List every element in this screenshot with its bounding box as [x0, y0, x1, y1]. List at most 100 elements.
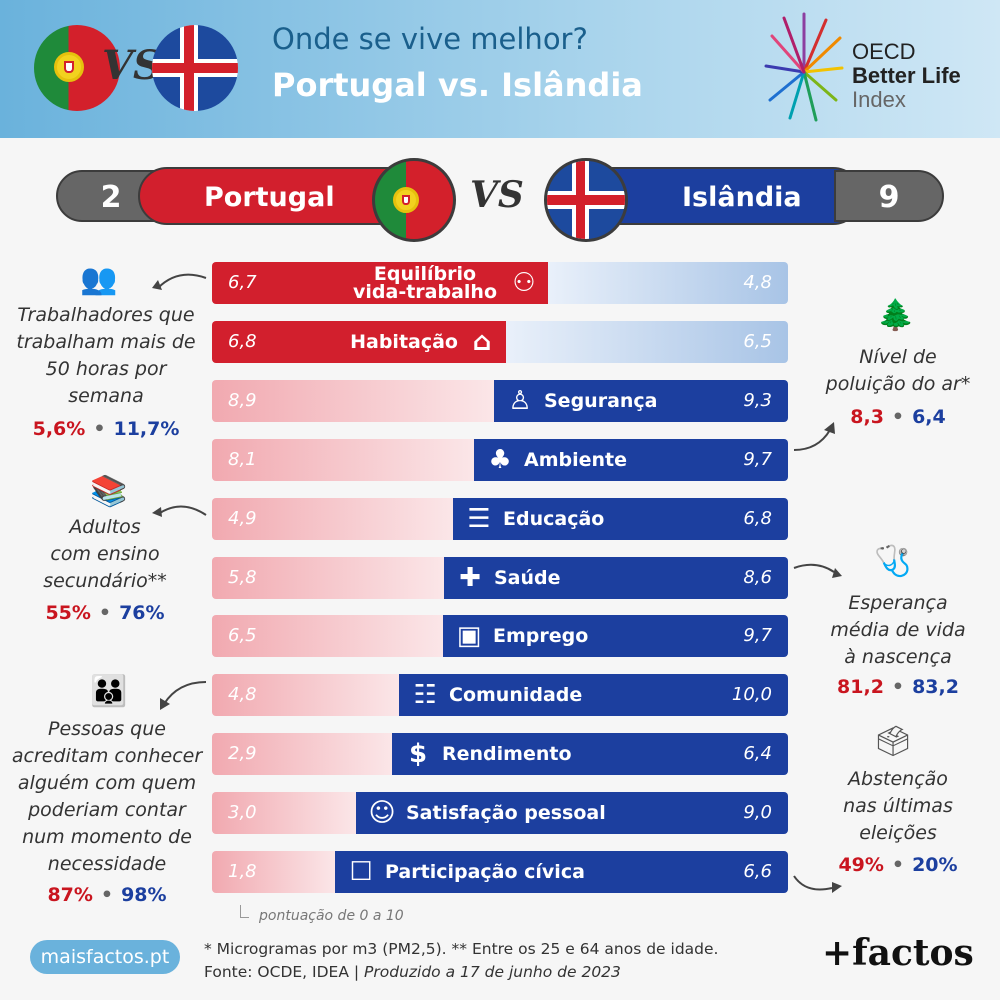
life-expectancy-note-text: Esperança média de vida à nascença: [830, 592, 966, 668]
category-text: Satisfação pessoal: [406, 802, 606, 824]
category-text: Saúde: [494, 567, 561, 589]
bar-row: 2,9 6,4 $ Rendimento: [212, 733, 788, 775]
work-meeting-icon: 👥: [80, 262, 118, 297]
bar-iceland: [506, 321, 788, 363]
arrow-from-civic: [793, 875, 842, 893]
bar-portugal: [212, 321, 506, 363]
iceland-flag-icon: [544, 158, 628, 242]
community-note-text: Pessoas que acreditam conhecer alguém com …: [11, 718, 203, 875]
brand-logo: +factos: [822, 932, 974, 974]
life-expectancy-note-values: 81,2 • 83,2: [837, 676, 959, 698]
value-label-iceland: 10,0: [731, 684, 772, 705]
value-label-iceland: 6,6: [743, 861, 772, 882]
value-label-portugal: 6,5: [228, 625, 257, 646]
category-label: Equilíbrio vida-trabalho ⚇: [350, 262, 540, 304]
bar-portugal: [212, 262, 548, 304]
category-label: ☰ Educação: [463, 498, 604, 540]
category-label: ☺ Satisfação pessoal: [366, 792, 606, 834]
page-title: Portugal vs. Islândia: [272, 66, 643, 104]
value-label-iceland: 4,8: [743, 272, 772, 293]
value-label-portugal: 4,8: [228, 684, 257, 705]
bar-iceland: [356, 792, 788, 834]
bar-iceland: [474, 439, 788, 481]
value-label-iceland: 6,5: [743, 331, 772, 352]
education-note-values: 55% • 76%: [45, 602, 165, 624]
bar-row: 4,9 6,8 ☰ Educação: [212, 498, 788, 540]
bar-portugal: [212, 792, 356, 834]
value-label-portugal: 2,9: [228, 743, 257, 764]
community-note-values: 87% • 98%: [47, 884, 167, 906]
category-label: ☷ Comunidade: [409, 674, 582, 716]
bar-iceland: [444, 557, 788, 599]
portugal-flag-icon: [372, 158, 456, 242]
bar-iceland: [399, 674, 788, 716]
category-label: ☐ Participação cívica: [345, 851, 585, 893]
iceland-name: Islândia: [682, 182, 802, 213]
bar-row: 8,9 9,3 ♙ Segurança: [212, 380, 788, 422]
category-text: Equilíbrio vida-trabalho: [353, 263, 497, 303]
people-icon: ☷: [413, 680, 437, 710]
briefcase-icon: ▣: [456, 621, 482, 651]
books-icon: ☰: [467, 504, 491, 534]
value-label-portugal: 1,8: [228, 861, 257, 882]
category-label: ▣ Emprego: [453, 615, 589, 657]
bar-iceland: [335, 851, 788, 893]
arrow-to-community: [160, 681, 207, 710]
category-text: Segurança: [544, 390, 658, 412]
value-label-iceland: 6,4: [743, 743, 772, 764]
oecd-burst-logo-icon: [764, 12, 844, 122]
bar-portugal: [212, 733, 392, 775]
bar-iceland: [548, 262, 788, 304]
ballot-box-icon: ☐: [349, 857, 373, 887]
header-banner: VS Onde se vive melhor? Portugal vs. Isl…: [0, 0, 1000, 138]
value-label-portugal: 6,7: [228, 272, 257, 293]
category-text: Rendimento: [442, 743, 572, 765]
bar-portugal: [212, 439, 474, 481]
category-text: Ambiente: [524, 449, 627, 471]
people-group-icon: 👪: [90, 674, 128, 709]
doctor-icon: ✚: [459, 563, 481, 593]
arrow-from-environment: [793, 422, 835, 451]
portugal-name: Portugal: [204, 182, 335, 213]
tree-icon: ♣: [488, 445, 512, 475]
books-icon: 📚: [90, 474, 128, 509]
value-label-iceland: 9,7: [743, 449, 772, 470]
bar-row: 1,8 6,6 ☐ Participação cívica: [212, 851, 788, 893]
value-label-iceland: 9,0: [743, 802, 772, 823]
site-link[interactable]: maisfactos.pt: [30, 940, 180, 974]
pollution-note-text: Nível de poluição do ar*: [825, 346, 971, 395]
value-label-iceland: 9,7: [743, 625, 772, 646]
portugal-flag-icon: [34, 25, 120, 111]
category-label: ♣ Ambiente: [484, 439, 627, 481]
scale-note: pontuação de 0 a 10: [240, 905, 404, 924]
category-label: ✚ Saúde: [454, 557, 561, 599]
value-label-portugal: 4,9: [228, 508, 257, 529]
page-subtitle: Onde se vive melhor?: [272, 22, 588, 56]
versus-vs: VS: [470, 174, 524, 216]
arrow-to-education: [152, 505, 207, 517]
person-arms-up-icon: ☺: [368, 798, 396, 828]
doctor-icon: 🩺: [874, 544, 912, 579]
bar-portugal: [212, 557, 444, 599]
category-text: Educação: [503, 508, 605, 530]
ballot-box-icon: 🗳: [874, 724, 913, 759]
bar-portugal: [212, 498, 453, 540]
house-icon: ⌂: [472, 327, 492, 357]
abstention-note-values: 49% • 20%: [838, 854, 958, 876]
hours-note-values: 5,6% • 11,7%: [32, 418, 180, 440]
bar-iceland: [494, 380, 788, 422]
value-label-portugal: 8,9: [228, 390, 257, 411]
category-label: $ Rendimento: [402, 733, 572, 775]
bar-row: 8,1 9,7 ♣ Ambiente: [212, 439, 788, 481]
pollution-note-values: 8,3 • 6,4: [850, 406, 946, 428]
value-label-iceland: 6,8: [743, 508, 772, 529]
value-label-iceland: 8,6: [743, 567, 772, 588]
value-label-iceland: 9,3: [743, 390, 772, 411]
category-text: Emprego: [493, 625, 589, 647]
hours-note-text: Trabalhadores que trabalham mais de 50 hor…: [16, 304, 196, 407]
bar-iceland: [443, 615, 788, 657]
bar-iceland: [453, 498, 788, 540]
iceland-wins-count: 9: [834, 170, 944, 222]
security-guard-icon: ♙: [508, 386, 532, 416]
work-life-icon: ⚇: [512, 268, 536, 298]
